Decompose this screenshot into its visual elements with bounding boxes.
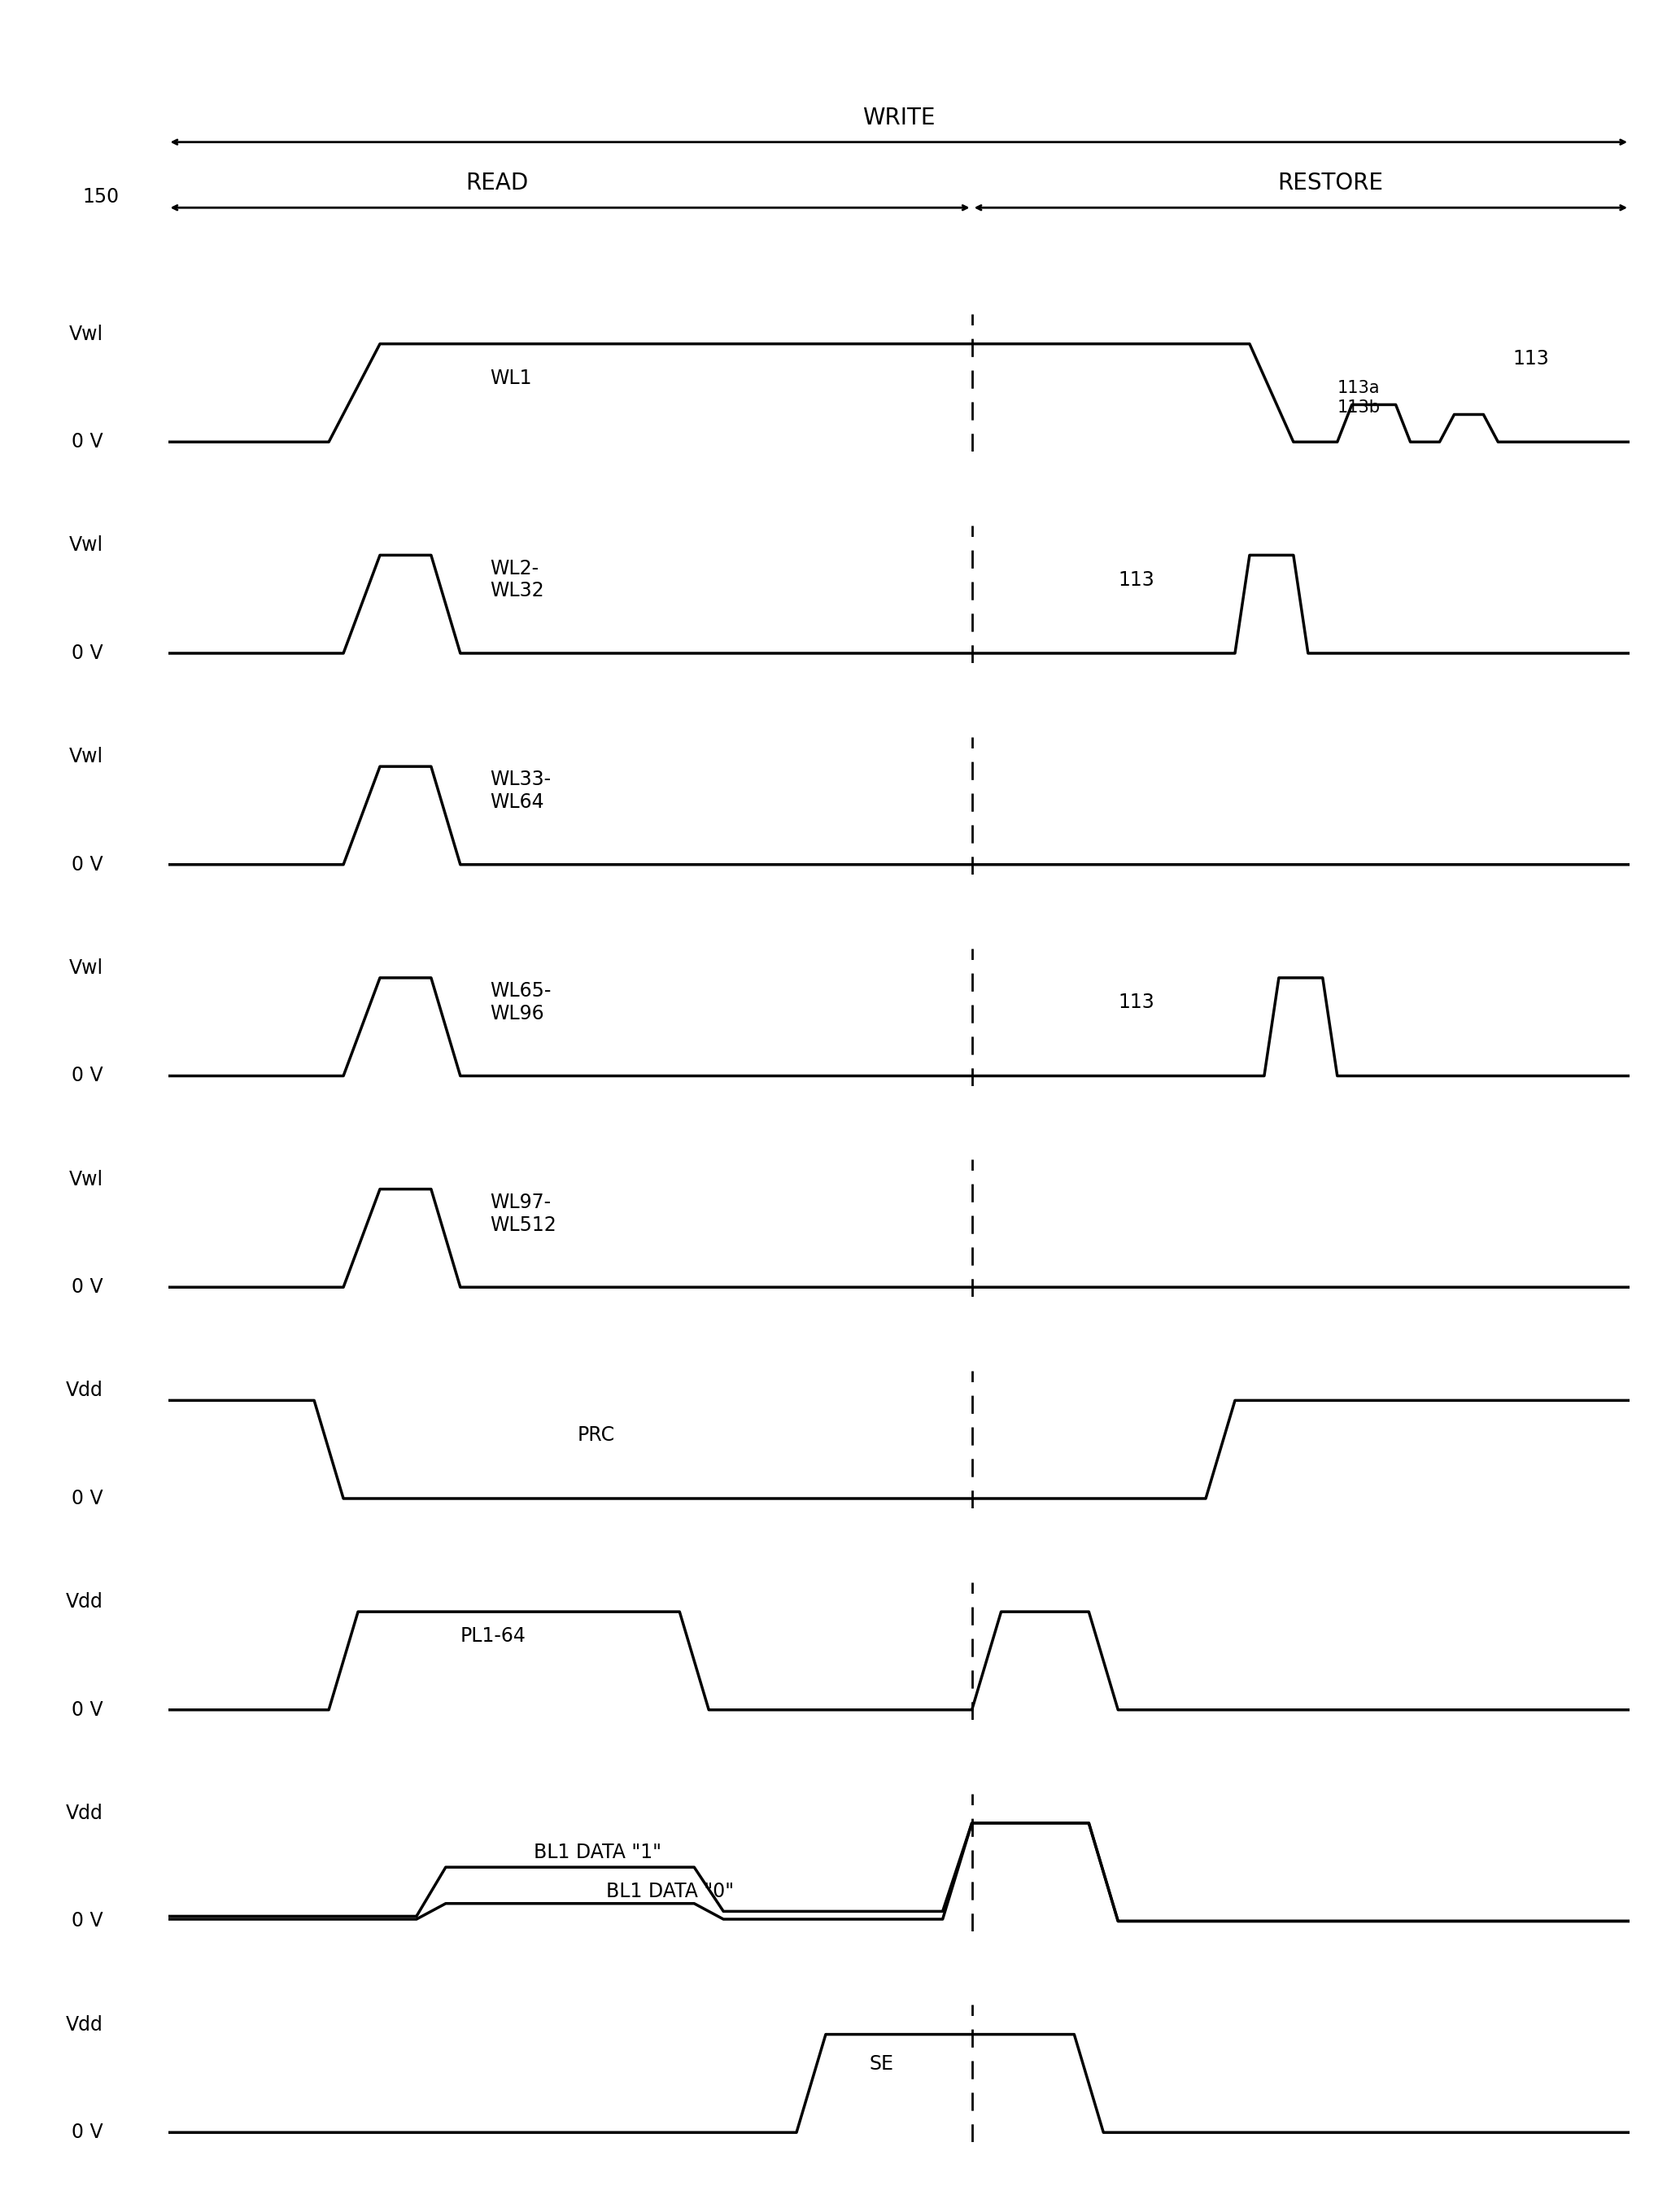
Text: SE: SE <box>870 2055 894 2075</box>
Text: Vwl: Vwl <box>69 957 102 977</box>
Text: Vwl: Vwl <box>69 1170 102 1189</box>
Text: Vwl: Vwl <box>69 748 102 767</box>
Text: READ: READ <box>465 173 528 195</box>
Text: 113: 113 <box>1512 350 1549 367</box>
Text: Vdd: Vdd <box>66 1382 102 1401</box>
Text: WRITE: WRITE <box>862 107 936 129</box>
Text: 150: 150 <box>82 188 119 205</box>
Text: Vwl: Vwl <box>69 324 102 343</box>
Text: PL1-64: PL1-64 <box>460 1626 526 1646</box>
Text: 0 V: 0 V <box>72 1489 102 1508</box>
Text: PRC: PRC <box>578 1425 615 1445</box>
Text: WL2-
WL32: WL2- WL32 <box>489 560 544 601</box>
Text: 113b: 113b <box>1337 400 1381 415</box>
Text: 0 V: 0 V <box>72 643 102 662</box>
Text: RESTORE: RESTORE <box>1277 173 1383 195</box>
Text: 0 V: 0 V <box>72 1911 102 1930</box>
Text: WL33-
WL64: WL33- WL64 <box>489 769 551 811</box>
Text: Vdd: Vdd <box>66 1803 102 1823</box>
Text: 0 V: 0 V <box>72 2123 102 2142</box>
Text: 0 V: 0 V <box>72 1277 102 1296</box>
Text: 113: 113 <box>1119 992 1154 1012</box>
Text: Vdd: Vdd <box>66 1591 102 1611</box>
Text: 0 V: 0 V <box>72 1067 102 1086</box>
Text: BL1 DATA "0": BL1 DATA "0" <box>606 1882 734 1902</box>
Text: 0 V: 0 V <box>72 433 102 453</box>
Text: WL1: WL1 <box>489 369 531 387</box>
Text: WL65-
WL96: WL65- WL96 <box>489 982 551 1023</box>
Text: 113a: 113a <box>1337 380 1379 396</box>
Text: 0 V: 0 V <box>72 1701 102 1720</box>
Text: BL1 DATA "1": BL1 DATA "1" <box>534 1843 662 1862</box>
Text: 0 V: 0 V <box>72 855 102 874</box>
Text: Vwl: Vwl <box>69 536 102 555</box>
Text: Vdd: Vdd <box>66 2015 102 2035</box>
Text: WL97-
WL512: WL97- WL512 <box>489 1194 556 1235</box>
Text: 113: 113 <box>1119 571 1154 590</box>
